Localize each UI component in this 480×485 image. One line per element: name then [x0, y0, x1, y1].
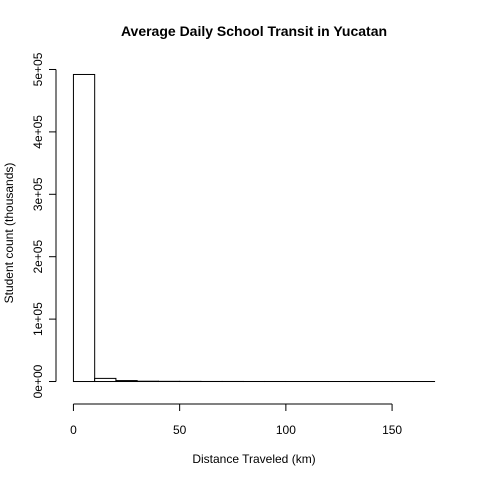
- y-axis: 0e+00 1e+05 2e+05 3e+05 4e+05 5e+05: [31, 52, 56, 398]
- y-tick-label: 3e+05: [31, 177, 45, 211]
- y-tick-label: 5e+05: [31, 52, 45, 86]
- histogram-bar: [116, 381, 137, 382]
- chart-title: Average Daily School Transit in Yucatan: [121, 23, 387, 39]
- y-axis-label: Student count (thousands): [2, 163, 16, 304]
- x-tick-label: 100: [276, 423, 296, 437]
- y-tick-label: 0e+00: [31, 364, 45, 398]
- x-tick-label: 0: [70, 423, 77, 437]
- x-axis-label: Distance Traveled (km): [192, 452, 315, 466]
- histogram-bar: [73, 74, 94, 381]
- y-tick-label: 1e+05: [31, 302, 45, 336]
- y-tick-label: 4e+05: [31, 115, 45, 149]
- x-tick-label: 50: [173, 423, 187, 437]
- y-tick-label: 2e+05: [31, 240, 45, 274]
- histogram-bars: [73, 74, 434, 381]
- histogram-bar: [95, 378, 116, 381]
- x-axis: 0 50 100 150: [70, 404, 402, 437]
- x-tick-label: 150: [382, 423, 402, 437]
